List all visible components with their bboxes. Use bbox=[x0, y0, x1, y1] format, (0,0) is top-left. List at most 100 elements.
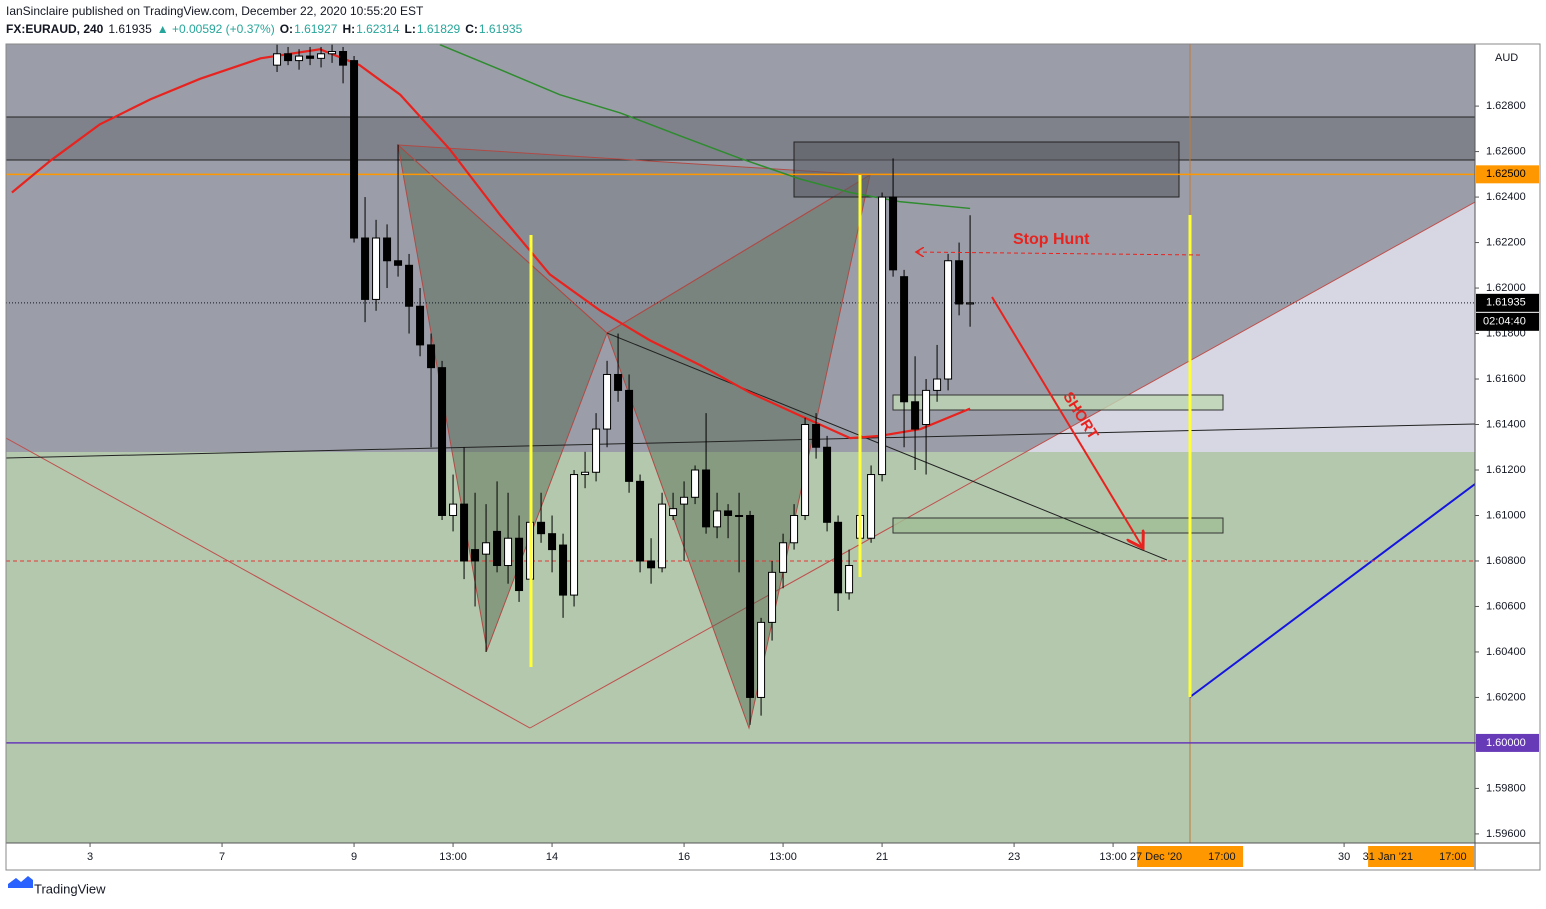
y-tick-label: 1.59600 bbox=[1486, 828, 1526, 840]
price-label-bg bbox=[1476, 293, 1539, 312]
plot-marks bbox=[11, 44, 975, 725]
candle-body bbox=[328, 51, 337, 55]
candle-body bbox=[273, 53, 282, 66]
candle-body bbox=[625, 389, 634, 482]
candle-body bbox=[570, 474, 579, 596]
candle-body bbox=[702, 469, 711, 528]
y-tick-label: 1.60200 bbox=[1486, 691, 1526, 703]
candle-body bbox=[592, 428, 601, 473]
candle-body bbox=[746, 514, 755, 698]
x-tick-label: 13:00 bbox=[1099, 851, 1127, 863]
moving-average bbox=[439, 44, 971, 210]
candle-body bbox=[581, 471, 590, 476]
stop-hunt-arrow bbox=[916, 252, 1201, 255]
resistance-zone bbox=[6, 116, 1475, 161]
symbol-line: FX:EURAUD, 240 1.61935 ▲ +0.00592 (+0.37%)… bbox=[6, 22, 523, 36]
x-marker-bg bbox=[1137, 846, 1244, 867]
candle-body bbox=[768, 571, 777, 623]
x-marker-time: 17:00 bbox=[1208, 851, 1236, 863]
harmonic-top bbox=[396, 144, 872, 334]
x-tick-label: 23 bbox=[1008, 851, 1020, 863]
axes: 1.59600 1.59800 1.60000 1.60200 1.60400 1.606… bbox=[87, 100, 1539, 867]
drawings bbox=[6, 44, 1475, 843]
blue-line bbox=[1189, 483, 1475, 698]
candle-body bbox=[295, 55, 304, 62]
y-tick-label: 1.61000 bbox=[1486, 509, 1526, 521]
frame bbox=[5, 43, 1541, 871]
countdown: 02:04:40 bbox=[1483, 316, 1526, 328]
candle-body bbox=[614, 373, 623, 391]
candle-body bbox=[548, 533, 557, 551]
candle-body bbox=[416, 305, 425, 346]
x-marker-label: 27 Dec '20 bbox=[1130, 851, 1182, 863]
candle-body bbox=[845, 565, 854, 594]
logo bbox=[8, 876, 33, 888]
candle-body bbox=[537, 521, 546, 535]
y-tick-label: 1.61400 bbox=[1486, 418, 1526, 430]
candle-body bbox=[691, 469, 700, 498]
candle-body bbox=[790, 514, 799, 544]
candle-body bbox=[713, 510, 722, 528]
levels bbox=[6, 173, 1475, 744]
candle-body bbox=[515, 537, 524, 592]
y-tick-label: 1.59800 bbox=[1486, 782, 1526, 794]
y-tick-label: 1.62600 bbox=[1486, 145, 1526, 157]
moving-average bbox=[11, 48, 971, 440]
x-tick-label: 9 bbox=[351, 851, 357, 863]
y-tick-label: 1.61600 bbox=[1486, 373, 1526, 385]
symbol-text: 1.61927 bbox=[294, 22, 338, 36]
candle-body bbox=[889, 196, 898, 271]
candle-body bbox=[460, 503, 469, 562]
short-arrow bbox=[991, 296, 1143, 548]
price-label-bg bbox=[1476, 733, 1539, 752]
candle-body bbox=[735, 514, 744, 517]
price-label: 1.61935 bbox=[1486, 297, 1526, 309]
x-tick-label: 7 bbox=[219, 851, 225, 863]
target-box bbox=[892, 394, 1224, 411]
x-tick-label: 3 bbox=[87, 851, 93, 863]
candle-body bbox=[944, 260, 953, 380]
candle-body bbox=[383, 237, 392, 262]
x-tick-label: 16 bbox=[678, 851, 690, 863]
candle-body bbox=[405, 264, 414, 307]
y-tick-label: 1.62800 bbox=[1486, 100, 1526, 112]
candle-body bbox=[966, 302, 975, 305]
candle-body bbox=[394, 260, 403, 266]
candle-body bbox=[504, 537, 513, 567]
candle-body bbox=[493, 530, 502, 567]
x-marker-bg bbox=[1368, 846, 1475, 867]
y-tick-label: 1.61200 bbox=[1486, 464, 1526, 476]
candle-body bbox=[867, 474, 876, 539]
y-tick-label: 1.60400 bbox=[1486, 646, 1526, 658]
candle-body bbox=[669, 508, 678, 516]
x-tick-label: 21 bbox=[876, 851, 888, 863]
symbol-text: 1.62314 bbox=[356, 22, 400, 36]
publisher: IanSinclaire published on TradingView.co… bbox=[6, 4, 424, 18]
candle-body bbox=[658, 503, 667, 569]
candle-body bbox=[823, 446, 832, 523]
price-label: 1.62500 bbox=[1486, 168, 1526, 180]
trend-line bbox=[606, 332, 1168, 561]
x-marker-label: 31 Jan '21 bbox=[1363, 851, 1413, 863]
x-tick-label: 30 bbox=[1338, 851, 1350, 863]
candle-body bbox=[900, 276, 909, 403]
candle-body bbox=[438, 367, 447, 516]
candle-body bbox=[361, 237, 370, 300]
candle-body bbox=[812, 424, 821, 448]
candle-body bbox=[603, 373, 612, 430]
candle-body bbox=[350, 60, 359, 239]
zone-lower bbox=[6, 452, 1475, 843]
candle-body bbox=[680, 496, 689, 505]
candle-body bbox=[878, 196, 887, 476]
currency: AUD bbox=[1495, 52, 1518, 64]
x-marker-time: 17:00 bbox=[1439, 851, 1467, 863]
trend-line bbox=[6, 423, 1475, 459]
pattern-line bbox=[6, 437, 531, 729]
footer: TradingView bbox=[34, 881, 106, 896]
countdown-bg bbox=[1476, 312, 1539, 331]
symbol-text: O: bbox=[280, 22, 293, 36]
x-tick-label: 13:00 bbox=[769, 851, 797, 863]
